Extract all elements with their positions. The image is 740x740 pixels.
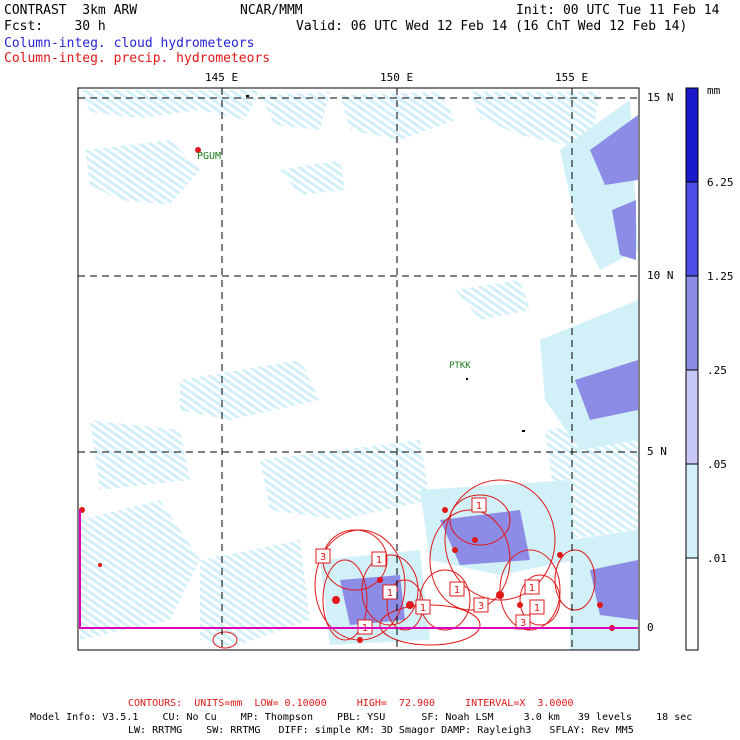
valid-time: Valid: 06 UTC Wed 12 Feb 14 (16 ChT Wed … [296,19,688,34]
station-label-pgum: PGUM [197,151,222,162]
legend-label: .05 [707,458,727,471]
model-info-line1: Model Info: V3.5.1 CU: No Cu MP: Thompso… [30,712,693,723]
field-precip-label: Column-integ. precip. hydrometeors [4,51,271,66]
contour-label: 3 [320,552,326,563]
lon-label: 155 E [555,71,589,84]
init-time: Init: 00 UTC Tue 11 Feb 14 [516,3,720,18]
lon-label: 150 E [380,71,414,84]
island-markers [246,95,525,432]
contour-label: 1 [376,555,382,566]
map-frame [77,87,640,651]
lon-label: 145 E [205,71,239,84]
contour-label: 1 [454,585,460,596]
contour-label: 1 [387,588,393,599]
contour-label: 1 [529,583,535,594]
legend-unit: mm [707,84,721,97]
lat-label: 15 N [647,91,674,104]
legend-label: 6.25 [707,176,734,189]
legend-label: .01 [707,552,727,565]
legend-colorbar [685,87,699,651]
precip-cores [79,147,615,643]
contour-label: 3 [520,618,526,629]
contour-label: 3 [478,601,484,612]
lat-label: 5 N [647,445,667,458]
station-label-ptkk: PTKK [449,361,471,371]
model-info-line2: LW: RRTMG SW: RRTMG DIFF: simple KM: 3D … [128,725,634,736]
lat-label: 0 [647,621,654,634]
contour-label: 1 [476,501,482,512]
contour-info: CONTOURS: UNITS=mm LOW= 0.10000 HIGH= 72… [128,698,574,709]
legend-label: 1.25 [707,270,734,283]
field-cloud-label: Column-integ. cloud hydrometeors [4,36,255,51]
org-label: NCAR/MMM [240,3,303,18]
forecast-hour: Fcst: 30 h [4,19,106,34]
inner-domain-boundary [79,510,638,629]
lat-lon-grid [78,88,639,650]
contour-label: 1 [420,603,426,614]
legend-label: .25 [707,364,727,377]
contour-label-boxes [315,497,545,635]
model-title: CONTRAST 3km ARW [4,3,138,18]
lat-label: 10 N [647,269,674,282]
contour-label: 1 [534,603,540,614]
